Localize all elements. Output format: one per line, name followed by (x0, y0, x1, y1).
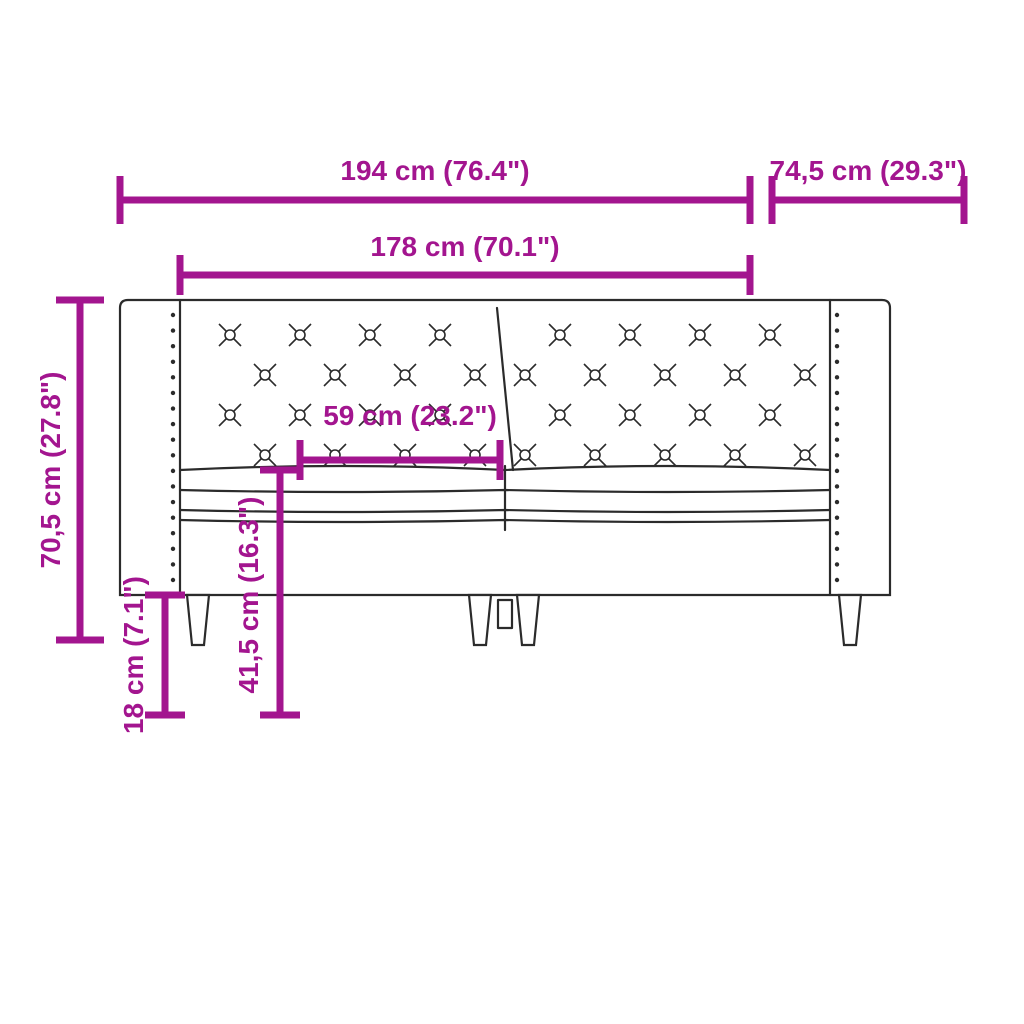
dim-total-width-label: 194 cm (76.4") (340, 155, 529, 186)
rivet (835, 344, 839, 348)
rivet (835, 547, 839, 551)
dim-inner-width-label: 178 cm (70.1") (370, 231, 559, 262)
rivet (171, 422, 175, 426)
rivet (171, 360, 175, 364)
rivet (171, 391, 175, 395)
dim-depth: 74,5 cm (29.3") (770, 155, 967, 224)
rivet (835, 328, 839, 332)
rivet (171, 562, 175, 566)
rivet (171, 531, 175, 535)
rivet (171, 453, 175, 457)
rivet (171, 578, 175, 582)
dim-inner-width: 178 cm (70.1") (180, 231, 750, 295)
rivet (835, 360, 839, 364)
dim-leg-height: 18 cm (7.1") (118, 576, 185, 734)
rivet (835, 406, 839, 410)
rivet (835, 422, 839, 426)
rivet (835, 375, 839, 379)
rivet (171, 484, 175, 488)
rivet (835, 453, 839, 457)
rivet (171, 438, 175, 442)
dimension-diagram: 194 cm (76.4") 74,5 cm (29.3") 178 cm (70.… (0, 0, 1024, 1024)
rivet (171, 515, 175, 519)
sofa-leg (517, 595, 539, 645)
rivet (171, 328, 175, 332)
dim-leg-height-label: 18 cm (7.1") (118, 576, 149, 734)
rivet (835, 313, 839, 317)
rivet (171, 406, 175, 410)
rivet (171, 375, 175, 379)
rivet (171, 344, 175, 348)
dim-depth-label: 74,5 cm (29.3") (770, 155, 967, 186)
rivet (835, 500, 839, 504)
dim-seat-depth-label: 59 cm (23.2") (323, 400, 497, 431)
rivet (171, 547, 175, 551)
rivet (835, 515, 839, 519)
sofa-leg (839, 595, 861, 645)
rivet (171, 313, 175, 317)
rivet (835, 438, 839, 442)
rivet (171, 500, 175, 504)
rivet (171, 469, 175, 473)
dim-total-height: 70,5 cm (27.8") (35, 300, 104, 640)
rivet (835, 469, 839, 473)
center-connector (498, 600, 512, 628)
dim-seat-height-label: 41,5 cm (16.3") (233, 497, 264, 694)
sofa-leg (187, 595, 209, 645)
sofa-leg (469, 595, 491, 645)
rivet (835, 562, 839, 566)
dim-total-width: 194 cm (76.4") (120, 155, 750, 224)
rivet (835, 578, 839, 582)
rivet (835, 391, 839, 395)
rivet (835, 484, 839, 488)
rivet (835, 531, 839, 535)
dim-total-height-label: 70,5 cm (27.8") (35, 372, 66, 569)
